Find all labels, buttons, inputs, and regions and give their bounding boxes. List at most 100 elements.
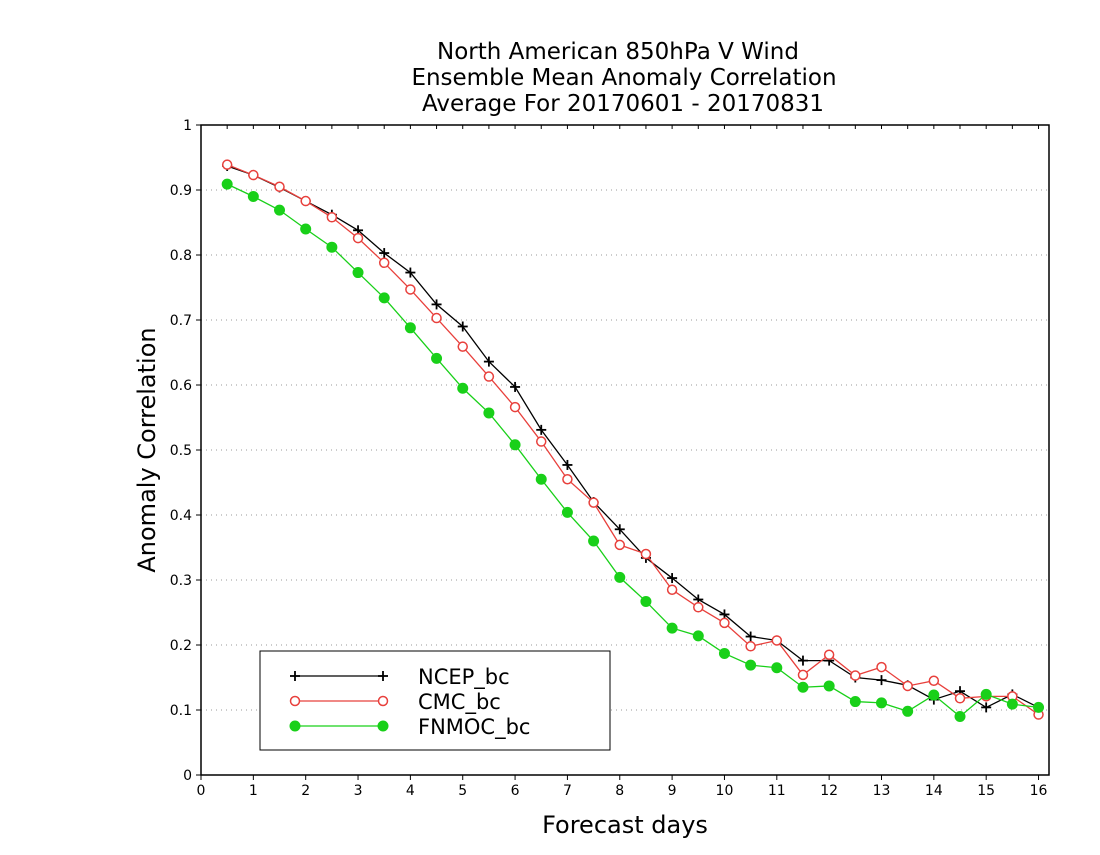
legend-box bbox=[259, 650, 611, 751]
axis-ticks: 00.10.20.30.40.50.60.70.80.910 1 2 3 4 5 6 7 8 9 1… bbox=[170, 118, 1048, 799]
data-point bbox=[457, 341, 468, 352]
data-point bbox=[876, 661, 887, 673]
data-point bbox=[377, 695, 389, 707]
data-point bbox=[981, 702, 992, 713]
data-point bbox=[954, 693, 966, 704]
data-point bbox=[289, 695, 301, 707]
data-point bbox=[692, 630, 704, 642]
data-point bbox=[483, 407, 495, 419]
data-point bbox=[640, 548, 652, 560]
data-point bbox=[300, 195, 311, 207]
x-tick-label: 12 bbox=[820, 783, 838, 799]
data-point bbox=[247, 191, 259, 202]
x-tick-label: 4 bbox=[406, 783, 415, 799]
y-tick-label: 1 bbox=[183, 118, 192, 134]
data-point bbox=[274, 181, 285, 192]
data-point bbox=[377, 720, 389, 732]
x-tick-label: 11 bbox=[768, 783, 786, 799]
data-point bbox=[326, 241, 338, 253]
legend-entry-NCEP_bc: NCEP_bc bbox=[290, 665, 510, 690]
legend-label: CMC_bc bbox=[418, 690, 501, 715]
y-tick-label: 0.9 bbox=[170, 183, 192, 199]
data-point bbox=[289, 720, 301, 732]
series-NCEP_bc bbox=[222, 160, 1044, 713]
data-point bbox=[510, 381, 521, 392]
data-point bbox=[378, 257, 390, 269]
data-point bbox=[902, 705, 914, 717]
chart-title-line-2: Ensemble Mean Anomaly Correlation bbox=[411, 65, 836, 91]
data-point bbox=[561, 506, 573, 518]
data-point bbox=[823, 649, 835, 660]
data-point bbox=[640, 595, 652, 607]
x-tick-label: 16 bbox=[1030, 783, 1048, 799]
y-tick-label: 0.4 bbox=[170, 508, 192, 524]
x-tick-label: 3 bbox=[354, 783, 363, 799]
data-point bbox=[378, 671, 388, 681]
x-tick-label: 7 bbox=[563, 783, 572, 799]
data-point bbox=[379, 248, 390, 259]
chart-title: North American 850hPa V Wind Ensemble Me… bbox=[411, 39, 836, 117]
data-point bbox=[719, 617, 730, 629]
data-point bbox=[274, 204, 286, 216]
data-point bbox=[248, 169, 259, 181]
x-tick-label: 5 bbox=[458, 783, 467, 799]
data-point bbox=[290, 671, 300, 681]
data-point bbox=[666, 584, 678, 595]
x-tick-label: 15 bbox=[977, 783, 995, 799]
data-point bbox=[823, 680, 835, 692]
data-point bbox=[431, 299, 442, 310]
data-point bbox=[483, 356, 494, 367]
data-point bbox=[614, 539, 626, 551]
data-point bbox=[509, 439, 521, 451]
x-tick-label: 10 bbox=[716, 783, 734, 799]
data-point bbox=[588, 497, 599, 508]
data-point bbox=[614, 571, 626, 583]
x-tick-label: 14 bbox=[925, 783, 943, 799]
data-point bbox=[1006, 698, 1018, 710]
legend-entry-FNMOC_bc: FNMOC_bc bbox=[289, 715, 530, 740]
chart-title-line-3: Average For 20170601 - 20170831 bbox=[422, 91, 824, 117]
data-point bbox=[849, 696, 861, 708]
data-point bbox=[850, 670, 861, 681]
gridlines bbox=[201, 189, 1049, 711]
legend-entry-CMC_bc: CMC_bc bbox=[289, 690, 501, 715]
data-point bbox=[352, 267, 364, 279]
data-point bbox=[562, 474, 573, 485]
y-tick-label: 0.8 bbox=[170, 248, 192, 264]
data-point bbox=[902, 680, 913, 692]
data-point bbox=[954, 711, 966, 722]
data-point bbox=[745, 659, 757, 671]
data-point bbox=[771, 635, 783, 646]
data-point bbox=[1033, 701, 1045, 713]
data-point bbox=[928, 675, 940, 686]
y-tick-label: 0.5 bbox=[170, 443, 192, 459]
x-tick-label: 8 bbox=[615, 783, 624, 799]
data-point bbox=[876, 675, 887, 686]
data-point bbox=[980, 688, 992, 700]
y-tick-label: 0.3 bbox=[170, 573, 192, 589]
data-point bbox=[745, 641, 756, 652]
data-point bbox=[483, 371, 495, 382]
series-FNMOC_bc bbox=[221, 178, 1045, 722]
x-tick-label: 2 bbox=[301, 783, 310, 799]
data-point bbox=[405, 284, 416, 295]
data-point bbox=[667, 573, 678, 584]
data-point bbox=[614, 524, 625, 535]
x-tick-label: 1 bbox=[249, 783, 258, 799]
legend-label: FNMOC_bc bbox=[418, 715, 530, 740]
series-line bbox=[226, 164, 1039, 716]
data-point bbox=[326, 212, 338, 223]
data-point bbox=[928, 689, 940, 701]
series-CMC_bc bbox=[221, 159, 1044, 720]
x-tick-label: 0 bbox=[197, 783, 206, 799]
data-point bbox=[221, 159, 233, 170]
y-tick-label: 0.6 bbox=[170, 378, 192, 394]
data-point bbox=[588, 535, 600, 547]
y-tick-label: 0.7 bbox=[170, 313, 192, 329]
y-tick-label: 0 bbox=[183, 768, 192, 784]
data-point bbox=[535, 473, 547, 485]
data-point bbox=[718, 647, 730, 659]
data-point bbox=[536, 424, 547, 435]
